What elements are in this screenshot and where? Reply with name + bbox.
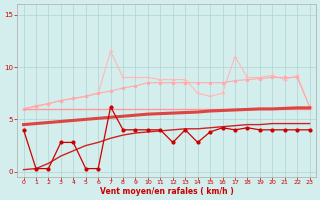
X-axis label: Vent moyen/en rafales ( km/h ): Vent moyen/en rafales ( km/h ) <box>100 187 234 196</box>
